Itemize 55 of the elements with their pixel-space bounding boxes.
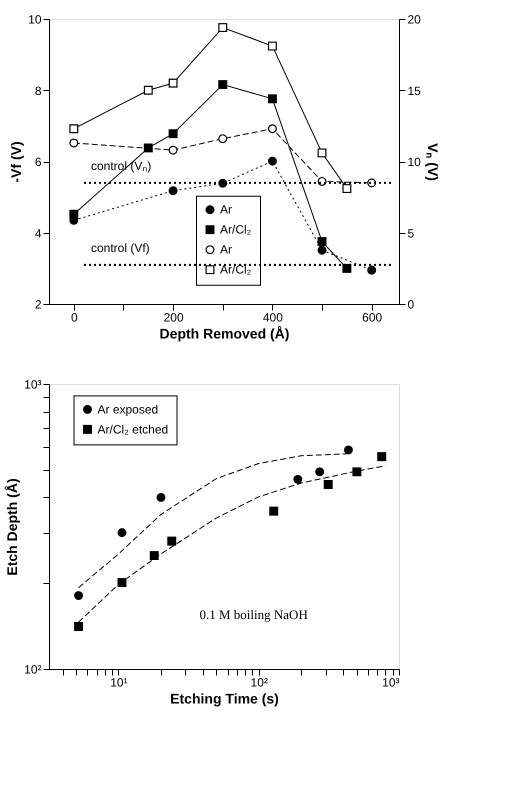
point: [318, 246, 327, 255]
y2-tick-label: 10: [408, 155, 422, 169]
y-tick-label: 10³: [24, 378, 42, 392]
point: [144, 86, 153, 95]
point: [168, 129, 178, 138]
point: [168, 78, 178, 88]
y2-axis-title: Vₙ (V): [424, 143, 441, 181]
point: [69, 138, 78, 148]
x-tick-label: 0: [70, 310, 78, 324]
legend-label: Ar: [220, 242, 232, 257]
legend-label: Ar/Cl₂: [220, 262, 252, 277]
point: [318, 148, 327, 158]
point: [318, 237, 327, 246]
point: [168, 186, 178, 196]
legend-label: Ar/Cl₂: [220, 222, 252, 237]
ref-line-label: control (Vf): [91, 240, 150, 255]
legend-label: Ar exposed: [98, 402, 158, 416]
x-tick-label: 200: [164, 310, 184, 324]
y-tick-label: 4: [34, 226, 42, 240]
point: [342, 264, 352, 273]
y2-tick-label: 0: [408, 298, 414, 312]
point: [268, 156, 277, 166]
x-axis-title: Depth Removed (Å): [160, 326, 290, 342]
y-tick-label: 2: [34, 298, 42, 312]
y-tick-label: 10²: [24, 662, 42, 676]
x-tick-label: 10¹: [110, 676, 128, 690]
x-axis-title: Etching Time (s): [170, 690, 279, 706]
point: [168, 146, 178, 155]
x-tick-label: 10²: [250, 676, 268, 690]
x-tick-label: 400: [262, 310, 284, 324]
point: [268, 94, 277, 104]
annotation: 0.1 M boiling NaOH: [200, 606, 308, 622]
point: [144, 143, 153, 152]
ref-line-label: control (Vₙ): [91, 158, 152, 173]
y-tick-label: 10: [28, 12, 42, 26]
point: [69, 210, 78, 219]
y-tick-label: 8: [34, 84, 42, 98]
y-tick-label: 6: [34, 155, 42, 169]
point: [218, 80, 228, 90]
point: [268, 42, 277, 51]
point: [218, 23, 228, 32]
x-tick-label: 10³: [382, 676, 400, 690]
legend-label: Ar: [220, 202, 232, 217]
y2-tick-label: 5: [408, 226, 414, 240]
point: [218, 134, 228, 144]
point: [367, 266, 376, 275]
x-tick-label: 600: [362, 310, 383, 324]
legend-label: Ar/Cl₂ etched: [98, 422, 168, 436]
y2-tick-label: 15: [408, 84, 422, 98]
point: [69, 124, 78, 134]
point: [268, 124, 277, 134]
y-axis-title: Etch Depth (Å): [4, 478, 20, 576]
y2-tick-label: 20: [408, 12, 422, 26]
y-axis-title: -Vf (V): [8, 141, 24, 183]
point: [342, 184, 352, 194]
